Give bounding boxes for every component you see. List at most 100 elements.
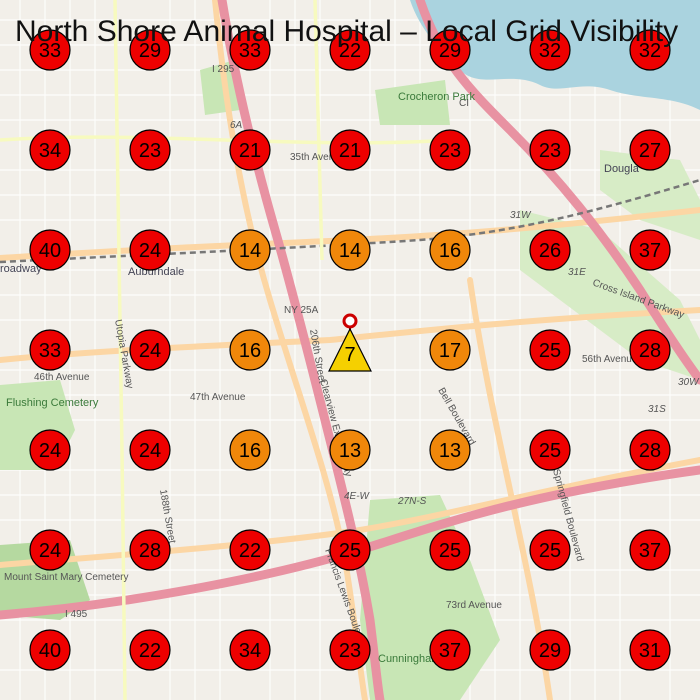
rank-marker-r3-c3[interactable]: 14 bbox=[229, 229, 271, 271]
rank-marker-r4-c1[interactable]: 33 bbox=[29, 329, 71, 371]
rank-marker-r4-c4[interactable]: 7 bbox=[328, 327, 372, 372]
rank-value: 17 bbox=[439, 340, 461, 362]
rank-marker-r5-c3[interactable]: 16 bbox=[229, 429, 271, 471]
rank-value: 28 bbox=[639, 440, 661, 462]
rank-circle-icon bbox=[229, 29, 271, 71]
label-6a: 6A bbox=[230, 120, 243, 131]
rank-marker-r1-c1[interactable]: 33 bbox=[29, 29, 71, 71]
rank-marker-r3-c2[interactable]: 24 bbox=[129, 229, 171, 271]
rank-marker-r1-c5[interactable]: 29 bbox=[429, 29, 471, 71]
rank-value: 14 bbox=[239, 240, 261, 262]
rank-value: 28 bbox=[639, 340, 661, 362]
rank-marker-r3-c4[interactable]: 14 bbox=[329, 229, 371, 271]
rank-value: 16 bbox=[239, 340, 261, 362]
label-31e: 31E bbox=[568, 267, 586, 278]
rank-value: 22 bbox=[339, 40, 361, 62]
rank-circle-icon bbox=[229, 629, 271, 671]
label-73rd-ave: 73rd Avenue bbox=[446, 600, 502, 611]
rank-marker-r1-c4[interactable]: 22 bbox=[329, 29, 371, 71]
rank-marker-r7-c3[interactable]: 34 bbox=[229, 629, 271, 671]
rank-circle-icon bbox=[529, 529, 571, 571]
rank-marker-r2-c1[interactable]: 34 bbox=[29, 129, 71, 171]
rank-marker-r6-c2[interactable]: 28 bbox=[129, 529, 171, 571]
rank-circle-icon bbox=[29, 29, 71, 71]
rank-marker-r7-c2[interactable]: 22 bbox=[129, 629, 171, 671]
rank-value: 7 bbox=[344, 344, 355, 366]
rank-marker-r4-c5[interactable]: 17 bbox=[429, 329, 471, 371]
rank-value: 37 bbox=[439, 640, 461, 662]
rank-marker-r3-c5[interactable]: 16 bbox=[429, 229, 471, 271]
rank-circle-icon bbox=[429, 129, 471, 171]
rank-marker-r5-c4[interactable]: 13 bbox=[329, 429, 371, 471]
rank-marker-r1-c7[interactable]: 32 bbox=[629, 29, 671, 71]
rank-marker-r7-c1[interactable]: 40 bbox=[29, 629, 71, 671]
rank-value: 29 bbox=[439, 40, 461, 62]
rank-value: 32 bbox=[539, 40, 561, 62]
rank-circle-icon bbox=[429, 229, 471, 271]
label-30w: 30W bbox=[678, 377, 700, 388]
rank-marker-r2-c5[interactable]: 23 bbox=[429, 129, 471, 171]
rank-marker-r6-c5[interactable]: 25 bbox=[429, 529, 471, 571]
page-title: North Shore Animal Hospital – Local Grid… bbox=[15, 15, 679, 48]
rank-value: 27 bbox=[639, 140, 661, 162]
rank-marker-r5-c7[interactable]: 28 bbox=[629, 429, 671, 471]
rank-circle-icon bbox=[529, 229, 571, 271]
rank-marker-r3-c6[interactable]: 26 bbox=[529, 229, 571, 271]
rank-value: 33 bbox=[39, 340, 61, 362]
rank-value: 37 bbox=[639, 540, 661, 562]
rank-marker-r2-c4[interactable]: 21 bbox=[329, 129, 371, 171]
rank-circle-icon bbox=[129, 629, 171, 671]
rank-marker-r6-c1[interactable]: 24 bbox=[29, 529, 71, 571]
rank-marker-r5-c1[interactable]: 24 bbox=[29, 429, 71, 471]
rank-marker-r2-c2[interactable]: 23 bbox=[129, 129, 171, 171]
rank-marker-r3-c1[interactable]: 40 bbox=[29, 229, 71, 271]
rank-circle-icon bbox=[129, 529, 171, 571]
rank-marker-r1-c6[interactable]: 32 bbox=[529, 29, 571, 71]
rank-marker-r1-c2[interactable]: 29 bbox=[129, 29, 171, 71]
rank-circle-icon bbox=[429, 329, 471, 371]
rank-marker-r5-c5[interactable]: 13 bbox=[429, 429, 471, 471]
rank-circle-icon bbox=[329, 429, 371, 471]
rank-marker-r2-c3[interactable]: 21 bbox=[229, 129, 271, 171]
rank-circle-icon bbox=[129, 429, 171, 471]
rank-circle-icon bbox=[629, 329, 671, 371]
label-46th-ave: 46th Avenue bbox=[34, 372, 90, 383]
rank-marker-r5-c2[interactable]: 24 bbox=[129, 429, 171, 471]
rank-circle-icon bbox=[229, 429, 271, 471]
rank-circle-icon bbox=[229, 129, 271, 171]
label-douglaston: Dougla bbox=[604, 163, 640, 175]
rank-marker-r2-c6[interactable]: 23 bbox=[529, 129, 571, 171]
rank-value: 23 bbox=[339, 640, 361, 662]
rank-marker-r6-c3[interactable]: 22 bbox=[229, 529, 271, 571]
rank-value: 28 bbox=[139, 540, 161, 562]
label-i495: I 495 bbox=[65, 609, 88, 620]
rank-value: 23 bbox=[539, 140, 561, 162]
rank-circle-icon bbox=[429, 29, 471, 71]
label-31s: 31S bbox=[648, 404, 666, 415]
rank-marker-r4-c2[interactable]: 24 bbox=[129, 329, 171, 371]
rank-value: 29 bbox=[139, 40, 161, 62]
rank-circle-icon bbox=[429, 429, 471, 471]
rank-marker-r7-c5[interactable]: 37 bbox=[429, 629, 471, 671]
rank-marker-r4-c7[interactable]: 28 bbox=[629, 329, 671, 371]
rank-marker-r6-c7[interactable]: 37 bbox=[629, 529, 671, 571]
rank-marker-r4-c3[interactable]: 16 bbox=[229, 329, 271, 371]
label-35th-ave: 35th Avenue bbox=[290, 152, 346, 163]
rank-marker-r1-c3[interactable]: 33 bbox=[229, 29, 271, 71]
rank-marker-r7-c7[interactable]: 31 bbox=[629, 629, 671, 671]
rank-marker-r6-c4[interactable]: 25 bbox=[329, 529, 371, 571]
rank-marker-r7-c6[interactable]: 29 bbox=[529, 629, 571, 671]
rank-marker-r2-c7[interactable]: 27 bbox=[629, 129, 671, 171]
rank-value: 16 bbox=[239, 440, 261, 462]
rank-marker-r6-c6[interactable]: 25 bbox=[529, 529, 571, 571]
rank-marker-r5-c6[interactable]: 25 bbox=[529, 429, 571, 471]
rank-circle-icon bbox=[629, 29, 671, 71]
rank-value: 23 bbox=[439, 140, 461, 162]
rank-marker-r3-c7[interactable]: 37 bbox=[629, 229, 671, 271]
rank-value: 25 bbox=[539, 540, 561, 562]
rank-value: 13 bbox=[439, 440, 461, 462]
rank-marker-r7-c4[interactable]: 23 bbox=[329, 629, 371, 671]
rank-marker-r4-c6[interactable]: 25 bbox=[529, 329, 571, 371]
label-47th-ave: 47th Avenue bbox=[190, 392, 246, 403]
